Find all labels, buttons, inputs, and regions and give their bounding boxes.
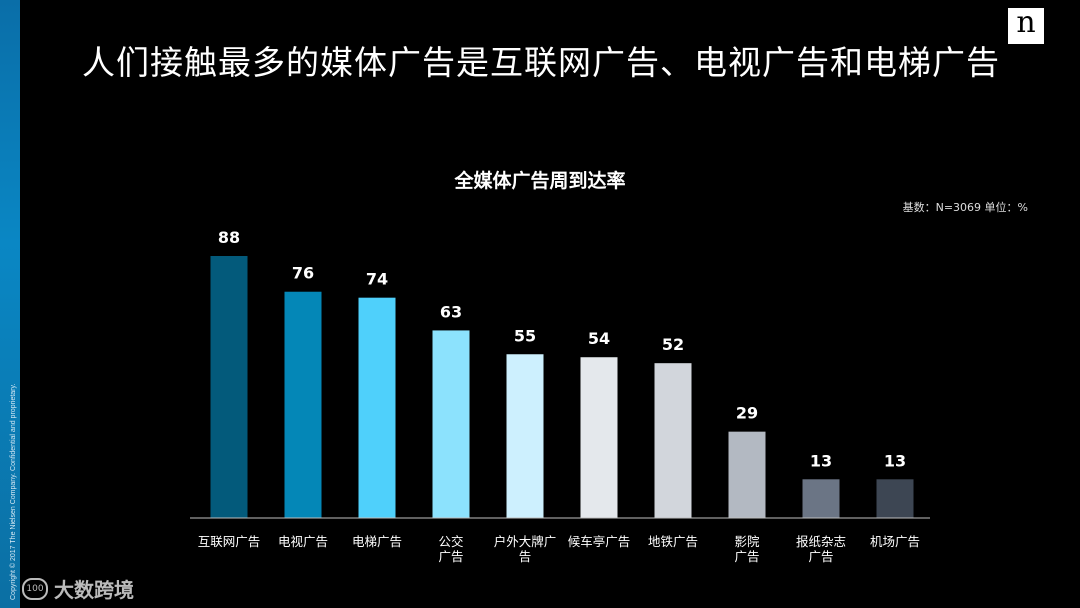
category-label: 机场广告 — [870, 534, 920, 549]
category-label: 广告 — [438, 549, 463, 564]
chart-title: 全媒体广告周到达率 — [454, 170, 626, 192]
bar — [284, 291, 322, 518]
left-accent-strip: Copyright © 2017 The Nielsen Company. Co… — [0, 0, 20, 608]
data-label: 88 — [218, 228, 240, 247]
data-label: 13 — [884, 451, 906, 470]
watermark-text: 大数跨境 — [54, 578, 134, 602]
nielsen-logo: n — [1008, 8, 1044, 44]
category-label: 地铁广告 — [648, 534, 698, 549]
data-label: 63 — [440, 302, 462, 321]
category-label: 广告 — [808, 549, 833, 564]
watermark: 100 大数跨境 — [22, 574, 134, 603]
bar — [876, 479, 914, 518]
base-note: 基数：N=3069 单位：% — [902, 201, 1028, 214]
category-label: 电视广告 — [278, 534, 328, 549]
category-label: 告 — [519, 549, 532, 564]
category-label: 广告 — [734, 549, 759, 564]
bar — [728, 431, 766, 518]
data-label: 52 — [662, 335, 684, 354]
slide-title: 人们接触最多的媒体广告是互联网广告、电视广告和电梯广告 — [82, 43, 1000, 82]
category-label: 电梯广告 — [352, 534, 402, 549]
bar — [358, 297, 396, 518]
category-label: 报纸杂志 — [796, 534, 846, 549]
data-label: 54 — [588, 329, 610, 348]
category-label: 户外大牌广 — [494, 534, 557, 549]
bar — [802, 479, 840, 518]
bar — [580, 357, 618, 518]
category-label: 公交 — [438, 534, 463, 549]
data-label: 13 — [810, 451, 832, 470]
data-label: 74 — [366, 270, 388, 289]
category-label: 候车亭广告 — [568, 534, 631, 549]
watermark-logo-icon: 100 — [22, 577, 48, 600]
category-label: 互联网广告 — [198, 534, 261, 549]
data-label: 29 — [736, 404, 758, 423]
data-label: 76 — [292, 264, 314, 283]
bar — [506, 354, 544, 518]
category-label: 影院 — [734, 534, 760, 549]
bar — [432, 330, 470, 518]
bar — [654, 363, 692, 518]
data-label: 55 — [514, 326, 536, 345]
bar — [210, 256, 248, 518]
